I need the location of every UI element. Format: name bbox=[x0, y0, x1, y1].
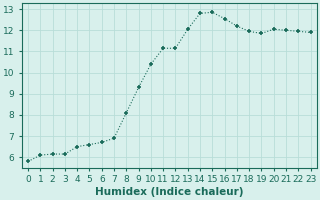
X-axis label: Humidex (Indice chaleur): Humidex (Indice chaleur) bbox=[95, 187, 244, 197]
